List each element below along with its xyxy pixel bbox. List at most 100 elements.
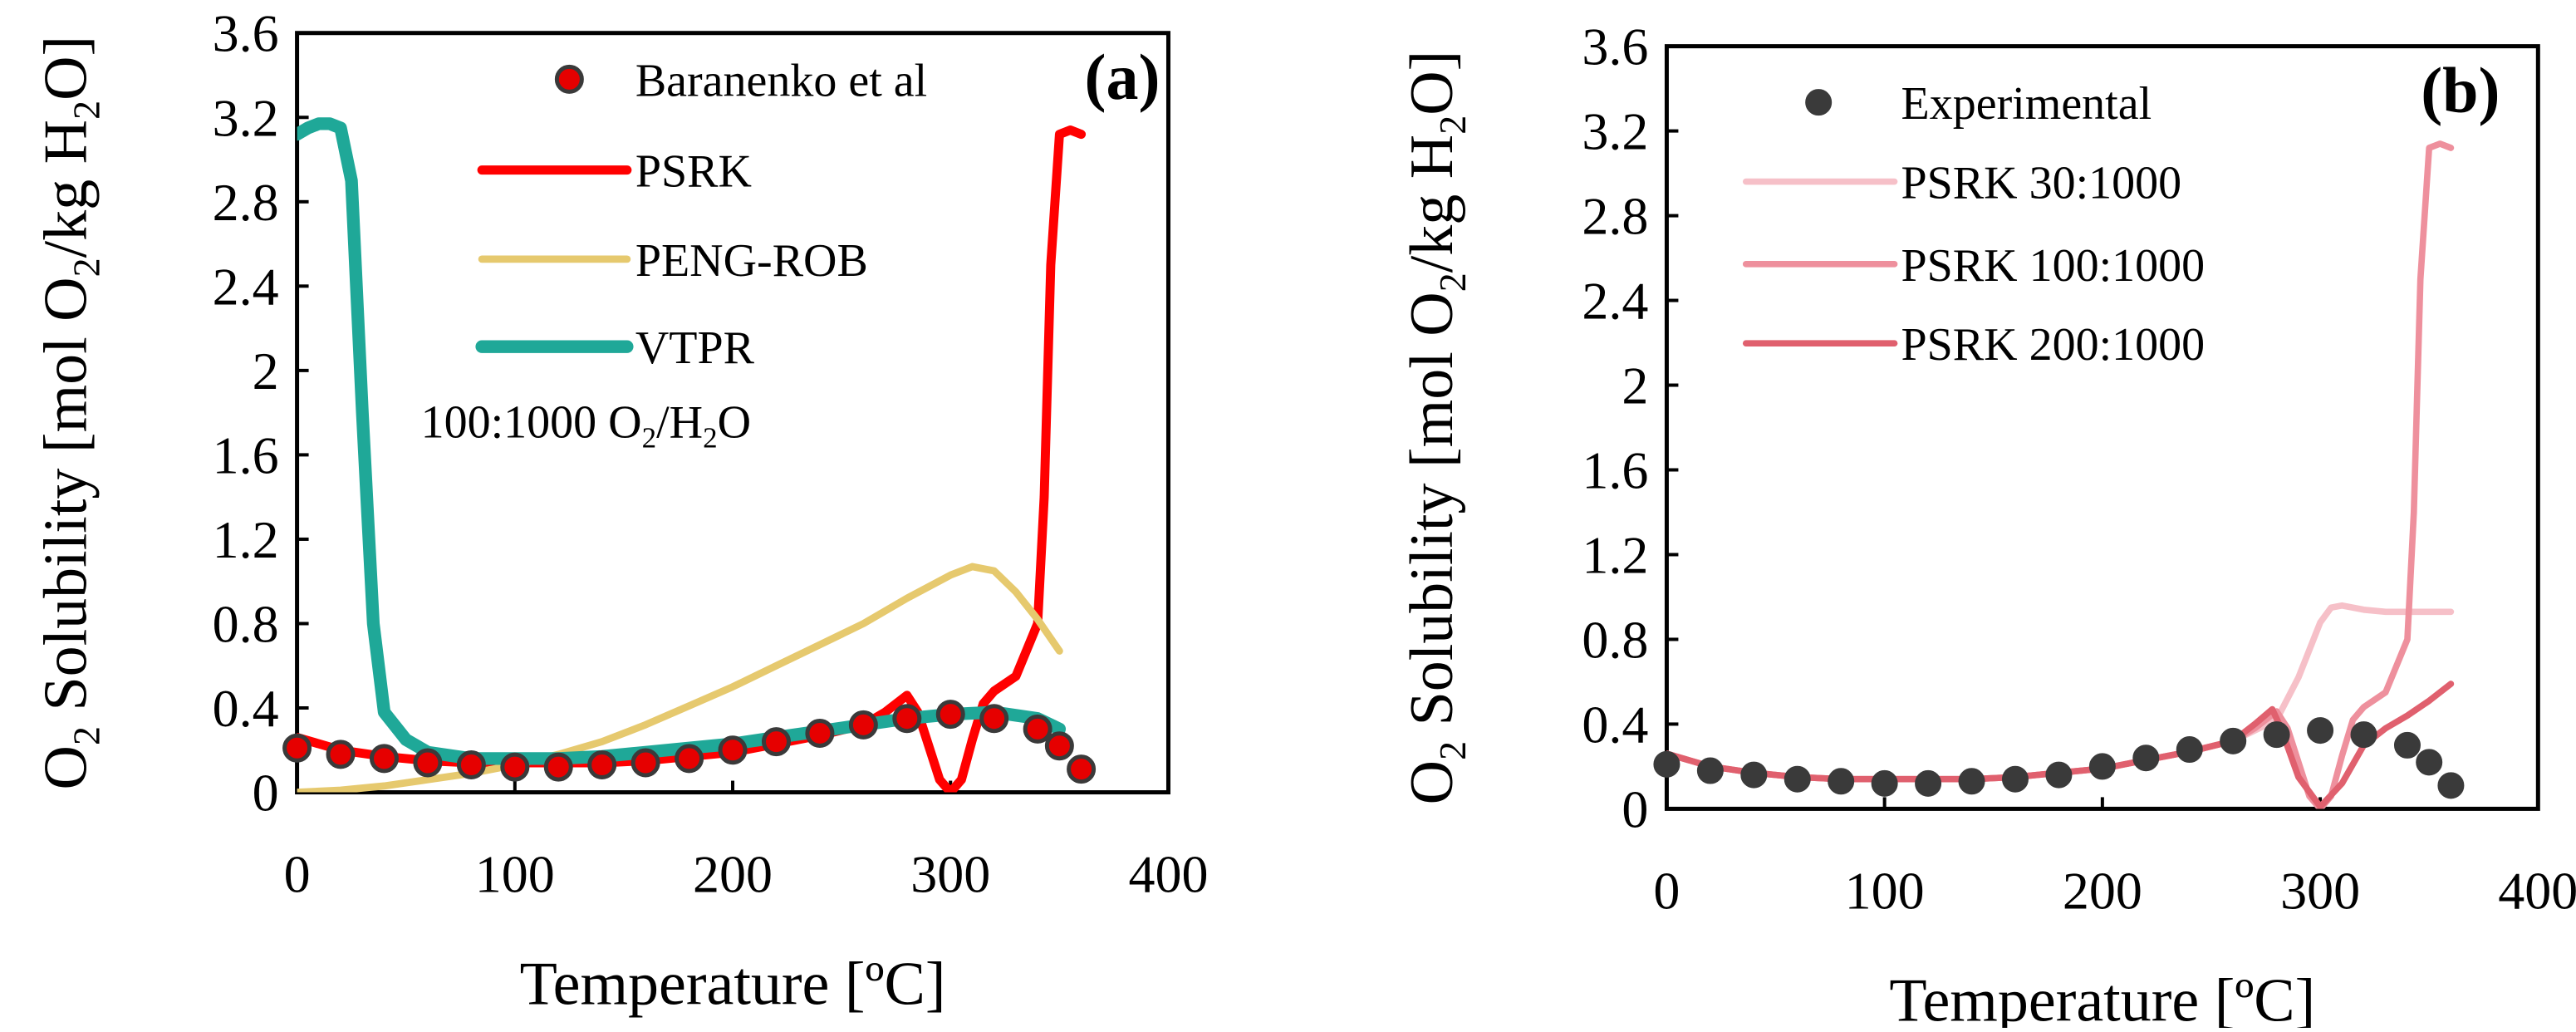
data-point bbox=[2350, 721, 2377, 749]
legend-label: PENG-ROB bbox=[635, 235, 868, 287]
series-line-peng-rob bbox=[297, 563, 1063, 793]
y-tick-label: 2.8 bbox=[1582, 187, 1648, 246]
y-tick-label: 0.4 bbox=[1582, 695, 1648, 754]
data-point bbox=[1871, 769, 1898, 797]
y-tick-label: 1.6 bbox=[213, 425, 279, 484]
data-point bbox=[456, 750, 486, 780]
x-tick-label: 100 bbox=[475, 845, 555, 904]
data-point bbox=[892, 704, 922, 734]
legend-label: PSRK 200:1000 bbox=[1901, 319, 2206, 371]
y-tick-label: 2.8 bbox=[213, 173, 279, 232]
y-tick-label: 3.6 bbox=[1582, 17, 1648, 76]
data-point bbox=[500, 752, 530, 782]
text-part: O bbox=[718, 396, 751, 448]
data-point bbox=[1696, 757, 1724, 784]
data-point bbox=[718, 735, 748, 765]
data-point bbox=[848, 710, 878, 740]
legend-label: PSRK bbox=[635, 146, 752, 198]
x-axis-title: Temperature [ºC] bbox=[520, 951, 946, 1019]
y-axis-title: O2 Solubility [mol O2/kg H2O] bbox=[32, 36, 107, 790]
panel-b: 0 0.4 0.8 1.2 1.6 2 2.4 2.8 3.2 3.6 0 100 200 300 400 T… bbox=[1398, 17, 2576, 1032]
subscript: 2 bbox=[642, 421, 657, 454]
data-point bbox=[543, 752, 573, 782]
subscript: 2 bbox=[65, 101, 107, 120]
data-point bbox=[1784, 765, 1811, 793]
legend-label: PSRK 100:1000 bbox=[1901, 240, 2206, 292]
y-axis-title: O2 Solubility [mol O2/kg H2O] bbox=[1398, 51, 1474, 805]
y-tick-label: 2.4 bbox=[1582, 272, 1648, 331]
x-axis-title: Temperature [ºC] bbox=[1889, 966, 2315, 1028]
text-part: O bbox=[32, 745, 100, 789]
subscript: 2 bbox=[1431, 273, 1474, 292]
data-point bbox=[326, 740, 356, 769]
panel-label: (b) bbox=[2421, 54, 2500, 126]
y-tick-label: 3.2 bbox=[1582, 102, 1648, 161]
subscript: 2 bbox=[1431, 741, 1474, 760]
data-point bbox=[282, 733, 312, 763]
x-tick-label: 200 bbox=[2063, 861, 2142, 920]
y-tick-label: 1.2 bbox=[213, 510, 279, 569]
y-tick-label: 0.8 bbox=[213, 594, 279, 653]
data-point bbox=[805, 718, 835, 748]
data-point bbox=[1740, 761, 1768, 789]
data-point bbox=[2307, 717, 2334, 745]
y-tick-label: 3.2 bbox=[213, 88, 279, 147]
legend-label: PSRK 30:1000 bbox=[1901, 158, 2182, 209]
subscript: 2 bbox=[65, 726, 107, 745]
panel-a: 0 0.4 0.8 1.2 1.6 2 2.4 2.8 3.2 3.6 0 100 200 300 400 T… bbox=[32, 4, 1208, 1019]
text-part: O bbox=[1398, 760, 1466, 804]
y-tick-label: 2 bbox=[1622, 356, 1648, 415]
x-tick-label: 0 bbox=[1653, 861, 1680, 920]
data-point bbox=[979, 704, 1009, 734]
text-part: Solubility [mol O bbox=[32, 277, 100, 726]
y-tick-label: 1.2 bbox=[1582, 525, 1648, 584]
text-part: /kg H bbox=[32, 120, 100, 258]
legend-marker bbox=[554, 64, 584, 94]
data-point bbox=[413, 748, 443, 778]
y-tick-label: 0 bbox=[253, 764, 279, 823]
text-part: /H bbox=[656, 396, 703, 448]
subscript: 2 bbox=[1431, 115, 1474, 135]
text-part: Solubility [mol O bbox=[1398, 292, 1466, 741]
legend-label: Experimental bbox=[1901, 78, 2152, 130]
y-tick-label: 2 bbox=[253, 342, 279, 401]
data-point bbox=[587, 750, 617, 780]
x-tick-label: 300 bbox=[2280, 861, 2360, 920]
y-tick-label: 2.4 bbox=[213, 257, 279, 316]
x-tick-label: 400 bbox=[2498, 861, 2576, 920]
data-point bbox=[1044, 731, 1074, 761]
ratio-annotation: 100:1000 O2/H2O bbox=[421, 396, 751, 454]
legend: Experimental PSRK 30:1000 PSRK 100:1000 PSR… bbox=[1742, 78, 2206, 371]
y-tick-label: 0.8 bbox=[1582, 610, 1648, 669]
x-tick-label: 400 bbox=[1128, 845, 1208, 904]
data-point bbox=[2088, 753, 2116, 780]
data-point bbox=[369, 744, 399, 774]
x-tick-label: 300 bbox=[910, 845, 990, 904]
data-point bbox=[2263, 721, 2290, 749]
data-point bbox=[1023, 714, 1052, 744]
data-point bbox=[1958, 768, 1985, 795]
text-part: O] bbox=[32, 36, 100, 101]
data-point bbox=[1828, 768, 1855, 795]
data-point bbox=[1067, 754, 1097, 784]
text-part: /kg H bbox=[1398, 135, 1466, 273]
data-point bbox=[2132, 745, 2160, 772]
panel-label: (a) bbox=[1085, 41, 1160, 113]
data-point bbox=[2416, 749, 2443, 776]
x-tick-label: 200 bbox=[693, 845, 773, 904]
data-point bbox=[935, 700, 965, 730]
legend-label: VTPR bbox=[635, 322, 755, 374]
legend-label: Baranenko et al bbox=[635, 55, 927, 106]
data-point bbox=[761, 727, 791, 757]
data-point bbox=[2045, 761, 2073, 789]
y-tick-label: 3.6 bbox=[213, 4, 279, 63]
data-point bbox=[1653, 750, 1681, 778]
y-tick-label: 0.4 bbox=[213, 679, 279, 738]
data-point bbox=[675, 744, 704, 774]
text-part: O] bbox=[1398, 51, 1466, 115]
x-tick-label: 0 bbox=[284, 845, 311, 904]
x-tick-label: 100 bbox=[1845, 861, 1925, 920]
series-line-psrk-200-1000 bbox=[1666, 681, 2455, 809]
